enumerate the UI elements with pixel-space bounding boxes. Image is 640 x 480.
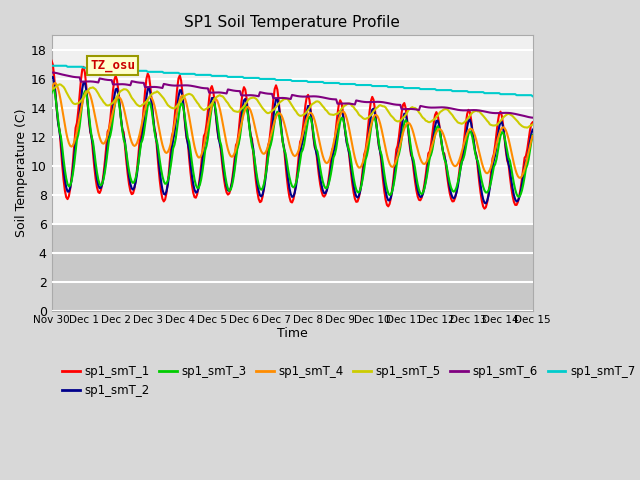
X-axis label: Time: Time [276,327,307,340]
Y-axis label: Soil Temperature (C): Soil Temperature (C) [15,109,28,237]
Bar [51,36,532,224]
Bar [51,224,532,311]
Text: TZ_osu: TZ_osu [90,59,135,72]
Legend: sp1_smT_1, sp1_smT_2, sp1_smT_3, sp1_smT_4, sp1_smT_5, sp1_smT_6, sp1_smT_7: sp1_smT_1, sp1_smT_2, sp1_smT_3, sp1_smT… [58,360,640,402]
Title: SP1 Soil Temperature Profile: SP1 Soil Temperature Profile [184,15,400,30]
